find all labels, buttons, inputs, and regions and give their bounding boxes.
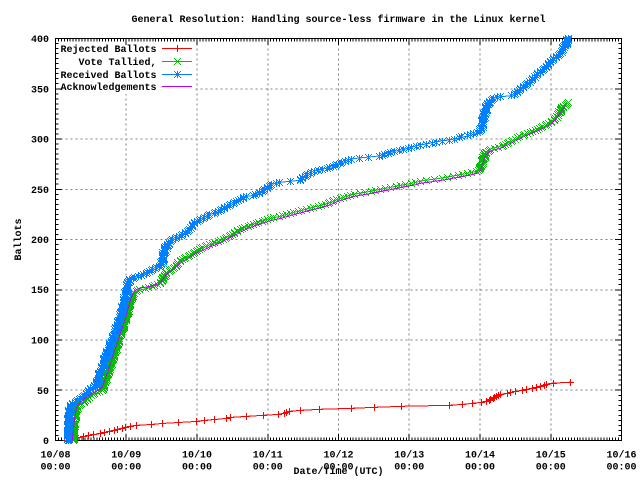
svg-text:Vote Tallied,: Vote Tallied, (78, 57, 156, 69)
svg-text:10/10: 10/10 (182, 450, 212, 462)
svg-text:250: 250 (31, 186, 49, 197)
svg-text:0: 0 (43, 437, 49, 448)
svg-text:Ballots: Ballots (13, 218, 25, 260)
svg-text:10/16: 10/16 (606, 450, 636, 462)
svg-text:10/12: 10/12 (323, 450, 353, 462)
svg-text:350: 350 (31, 85, 49, 96)
svg-text:General Resolution: Handling s: General Resolution: Handling source-less… (131, 14, 545, 26)
svg-text:00:00: 00:00 (606, 463, 636, 474)
svg-text:Date/Time (UTC): Date/Time (UTC) (293, 466, 383, 478)
svg-text:Acknowledgements: Acknowledgements (60, 82, 156, 94)
svg-text:00:00: 00:00 (394, 463, 424, 474)
svg-text:10/14: 10/14 (465, 450, 495, 462)
svg-text:00:00: 00:00 (465, 463, 495, 474)
svg-text:200: 200 (31, 236, 49, 247)
svg-text:Rejected Ballots: Rejected Ballots (60, 44, 156, 56)
svg-text:00:00: 00:00 (253, 463, 283, 474)
svg-text:10/08: 10/08 (40, 450, 70, 462)
svg-text:50: 50 (37, 387, 49, 398)
svg-text:00:00: 00:00 (323, 463, 353, 474)
svg-text:300: 300 (31, 136, 49, 147)
svg-text:150: 150 (31, 286, 49, 297)
svg-text:10/15: 10/15 (536, 450, 566, 462)
svg-text:00:00: 00:00 (111, 463, 141, 474)
svg-text:10/11: 10/11 (253, 450, 283, 462)
svg-text:00:00: 00:00 (40, 463, 70, 474)
svg-text:Received Ballots: Received Ballots (60, 70, 156, 82)
svg-text:10/13: 10/13 (394, 450, 424, 462)
svg-text:00:00: 00:00 (182, 463, 212, 474)
svg-text:00:00: 00:00 (536, 463, 566, 474)
svg-text:100: 100 (31, 337, 49, 348)
svg-text:10/09: 10/09 (111, 450, 141, 462)
svg-text:400: 400 (31, 35, 49, 46)
